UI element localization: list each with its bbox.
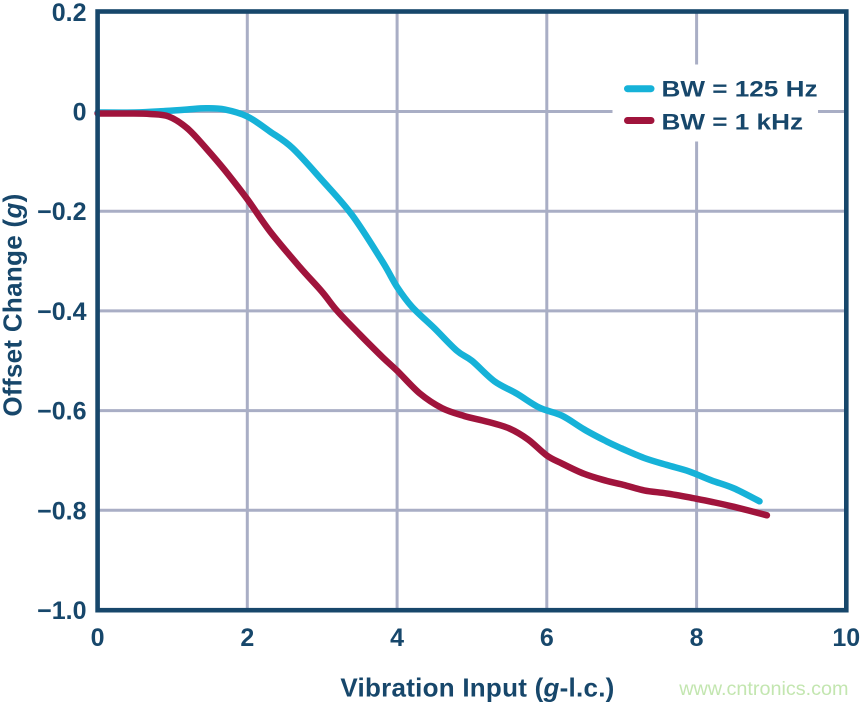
- svg-text:Offset Change (g): Offset Change (g): [0, 193, 28, 416]
- svg-text:−0.8: −0.8: [37, 497, 86, 525]
- svg-text:6: 6: [540, 624, 554, 652]
- svg-text:www.cntronics.com: www.cntronics.com: [678, 678, 848, 700]
- svg-text:−1.0: −1.0: [37, 597, 86, 625]
- svg-text:BW = 125 Hz: BW = 125 Hz: [662, 77, 818, 102]
- svg-text:2: 2: [240, 624, 254, 652]
- svg-text:10: 10: [832, 624, 860, 652]
- svg-text:−0.2: −0.2: [37, 198, 86, 226]
- svg-text:BW = 1 kHz: BW = 1 kHz: [662, 110, 804, 135]
- svg-text:8: 8: [690, 624, 704, 652]
- svg-text:−0.4: −0.4: [37, 298, 86, 326]
- svg-text:0.2: 0.2: [52, 0, 87, 27]
- svg-text:0: 0: [91, 624, 105, 652]
- svg-text:4: 4: [390, 624, 404, 652]
- svg-text:−0.6: −0.6: [37, 398, 86, 426]
- svg-text:0: 0: [73, 99, 87, 127]
- svg-text:Vibration Input (g-l.c.): Vibration Input (g-l.c.): [340, 673, 614, 703]
